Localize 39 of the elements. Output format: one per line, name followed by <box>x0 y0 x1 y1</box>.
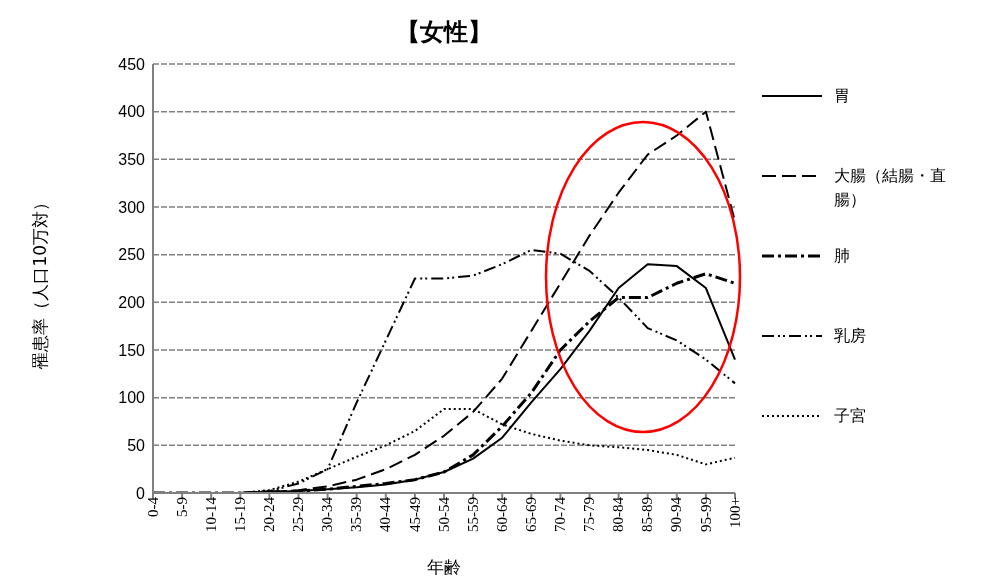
legend-label: 子宮 <box>834 405 867 427</box>
x-tick-label: 35-39 <box>348 497 365 532</box>
y-axis-title: 罹患率（人口10万対） <box>30 193 51 370</box>
x-tick-label: 0-4 <box>144 496 161 517</box>
x-tick-label: 45-49 <box>406 497 423 532</box>
x-tick-label: 85-89 <box>639 497 656 532</box>
y-tick-label: 150 <box>118 341 146 359</box>
x-tick-label: 25-29 <box>290 497 307 532</box>
x-tick-label: 55-59 <box>464 497 481 532</box>
y-tick-label: 250 <box>118 246 146 264</box>
x-tick-label: 5-9 <box>173 497 190 517</box>
legend-label: 肺 <box>834 245 851 267</box>
y-tick-label: 400 <box>118 103 146 121</box>
x-tick-label: 90-94 <box>668 496 685 532</box>
x-axis-title: 年齢 <box>426 556 462 578</box>
y-tick-label: 350 <box>118 151 146 169</box>
y-tick-label: 450 <box>118 55 146 73</box>
x-tick-label: 60-64 <box>493 496 510 532</box>
x-tick-label: 15-19 <box>231 497 248 532</box>
x-tick-label: 95-99 <box>697 497 714 532</box>
legend-label: 胃 <box>834 85 851 107</box>
x-tick-label: 70-74 <box>552 496 569 532</box>
x-tick-label: 80-84 <box>610 496 627 532</box>
chart-title: 【女性】 <box>395 17 493 48</box>
x-tick-label: 40-44 <box>377 496 394 532</box>
x-tick-label: 30-34 <box>319 496 336 532</box>
y-tick-label: 300 <box>118 198 146 216</box>
x-tick-label: 50-54 <box>435 496 452 532</box>
x-tick-label: 100+ <box>726 497 743 528</box>
x-tick-label: 10-14 <box>202 496 219 532</box>
y-tick-label: 0 <box>136 484 146 502</box>
x-tick-label: 75-79 <box>581 497 598 532</box>
y-tick-label: 200 <box>118 294 146 312</box>
legend-label: 大腸（結腸・直腸） <box>834 165 947 211</box>
y-tick-label: 50 <box>127 437 146 455</box>
y-tick-label: 100 <box>118 389 146 407</box>
x-tick-label: 20-24 <box>261 496 278 532</box>
x-tick-label: 65-69 <box>522 497 539 532</box>
legend-label: 乳房 <box>834 325 867 347</box>
